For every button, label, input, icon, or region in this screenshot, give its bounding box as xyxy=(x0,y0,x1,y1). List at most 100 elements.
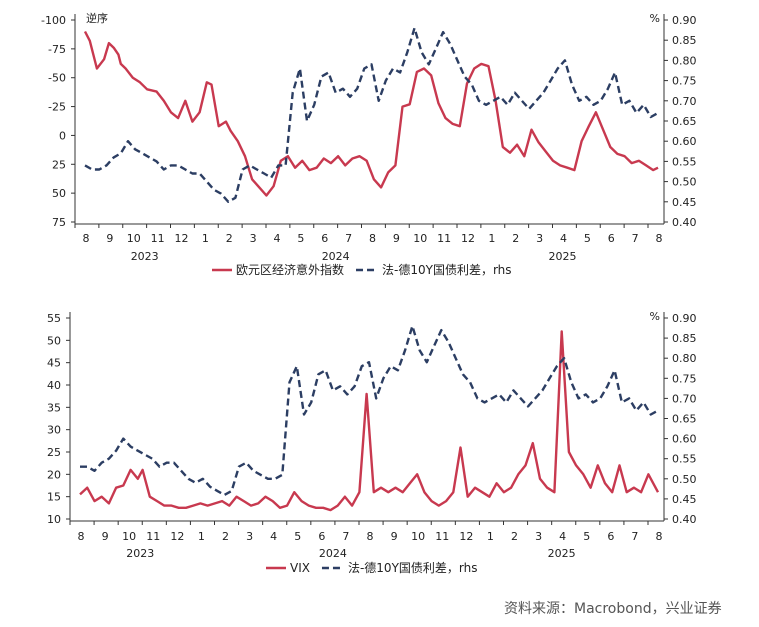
chart1-month-label: 3 xyxy=(536,232,543,245)
chart2-month-label: 11 xyxy=(146,530,160,543)
chart2-left-tick-label: 20 xyxy=(47,468,61,481)
chart1-month-label: 6 xyxy=(608,232,615,245)
chart2-year-label: 2023 xyxy=(126,547,154,560)
chart1-right-tick-label: 0.60 xyxy=(672,135,697,148)
chart1-left-tick-label: 0 xyxy=(59,129,66,142)
chart1-left-tick-label: 25 xyxy=(52,158,66,171)
chart1-year-label: 2023 xyxy=(131,250,159,263)
chart2-right-tick-label: 0.45 xyxy=(672,493,697,506)
chart2-month-label: 8 xyxy=(78,530,85,543)
chart2-left-tick-label: 40 xyxy=(47,379,61,392)
chart1-month-label: 12 xyxy=(461,232,475,245)
chart2-right-tick-label: 0.85 xyxy=(672,332,697,345)
chart2-left-tick-label: 15 xyxy=(47,491,61,504)
chart2-right-tick-label: 0.75 xyxy=(672,372,697,385)
chart1-left-tick-label: -100 xyxy=(41,14,66,27)
chart1-left-tick-label: -25 xyxy=(48,101,66,114)
chart2-series-main-line xyxy=(79,330,660,512)
chart2-left-tick-label: 55 xyxy=(47,312,61,325)
chart1-right-tick-label: 0.50 xyxy=(672,176,697,189)
chart1-month-label: 2 xyxy=(512,232,519,245)
chart2-month-label: 4 xyxy=(559,530,566,543)
chart1-month-label: 3 xyxy=(250,232,257,245)
chart2-month-label: 11 xyxy=(435,530,449,543)
chart1-month-label: 7 xyxy=(345,232,352,245)
chart1-legend-label-main: 欧元区经济意外指数 xyxy=(236,262,344,277)
chart2-right-tick-label: 0.70 xyxy=(672,392,697,405)
chart2-right-tick-label: 0.90 xyxy=(672,312,697,325)
chart2-right-axis-label: % xyxy=(650,310,660,323)
chart1-right-axis-label: % xyxy=(650,12,660,25)
chart1-right-tick-label: 0.75 xyxy=(672,75,697,88)
source-note: 资料来源：Macrobond，兴业证券 xyxy=(504,601,722,617)
chart1-month-label: 11 xyxy=(437,232,451,245)
chart2-month-label: 12 xyxy=(170,530,184,543)
chart2-right-tick-label: 0.60 xyxy=(672,433,697,446)
chart1-right-tick-label: 0.40 xyxy=(672,216,697,229)
chart2-left-tick-label: 35 xyxy=(47,401,61,414)
chart1-left-tick-label: 75 xyxy=(52,216,66,229)
chart1-month-label: 1 xyxy=(202,232,209,245)
chart2-month-label: 4 xyxy=(270,530,277,543)
chart1-month-label: 2 xyxy=(226,232,233,245)
chart1-month-label: 10 xyxy=(127,232,141,245)
chart2-month-label: 1 xyxy=(487,530,494,543)
chart2-month-label: 6 xyxy=(318,530,325,543)
chart1-month-label: 8 xyxy=(369,232,376,245)
chart1-left-tick-label: -75 xyxy=(48,43,66,56)
chart1-month-label: 8 xyxy=(656,232,663,245)
chart1-month-label: 6 xyxy=(321,232,328,245)
chart1-month-label: 5 xyxy=(584,232,591,245)
chart2-month-label: 12 xyxy=(459,530,473,543)
chart2-left-tick-label: 30 xyxy=(47,424,61,437)
chart2-month-label: 5 xyxy=(583,530,590,543)
chart1-series-spread-line xyxy=(84,26,659,204)
chart2-year-label: 2024 xyxy=(319,547,347,560)
chart2-left-tick-label: 25 xyxy=(47,446,61,459)
chart1-month-label: 9 xyxy=(106,232,113,245)
chart2-month-label: 3 xyxy=(535,530,542,543)
chart1-right-tick-label: 0.85 xyxy=(672,34,697,47)
chart1-month-label: 8 xyxy=(83,232,90,245)
chart2-month-label: 9 xyxy=(391,530,398,543)
chart2-month-label: 10 xyxy=(411,530,425,543)
chart2-month-label: 9 xyxy=(102,530,109,543)
chart2-legend-label-spread: 法-德10Y国债利差，rhs xyxy=(348,560,478,575)
chart1-month-label: 9 xyxy=(393,232,400,245)
chart1-month-label: 10 xyxy=(413,232,427,245)
chart2-left-tick-label: 45 xyxy=(47,357,61,370)
chart1-left-tick-label: 50 xyxy=(52,187,66,200)
chart2-right-tick-label: 0.55 xyxy=(672,453,697,466)
chart2-month-label: 6 xyxy=(607,530,614,543)
chart1-right-tick-label: 0.90 xyxy=(672,14,697,27)
chart1-right-tick-label: 0.65 xyxy=(672,115,697,128)
chart2-month-label: 7 xyxy=(342,530,349,543)
chart1-month-label: 7 xyxy=(632,232,639,245)
chart1-month-label: 4 xyxy=(560,232,567,245)
chart2-month-label: 10 xyxy=(122,530,136,543)
chart2-month-label: 2 xyxy=(511,530,518,543)
chart1-left-axis-label: 逆序 xyxy=(86,11,108,25)
chart2-right-tick-label: 0.50 xyxy=(672,473,697,486)
chart1-right-tick-label: 0.70 xyxy=(672,95,697,108)
chart1-month-label: 4 xyxy=(274,232,281,245)
chart2-month-label: 5 xyxy=(294,530,301,543)
chart2-right-tick-label: 0.65 xyxy=(672,413,697,426)
chart2-month-label: 3 xyxy=(246,530,253,543)
chart1-year-label: 2025 xyxy=(549,250,577,263)
chart1-right-tick-label: 0.80 xyxy=(672,54,697,67)
chart1-month-label: 12 xyxy=(175,232,189,245)
chart2-month-label: 7 xyxy=(631,530,638,543)
chart2-left-tick-label: 50 xyxy=(47,334,61,347)
chart1-left-tick-label: -50 xyxy=(48,72,66,85)
chart2-month-label: 8 xyxy=(656,530,663,543)
chart2-right-tick-label: 0.80 xyxy=(672,352,697,365)
chart2-month-label: 1 xyxy=(198,530,205,543)
chart2-month-label: 2 xyxy=(222,530,229,543)
chart1-month-label: 5 xyxy=(297,232,304,245)
chart1-series-main-line xyxy=(83,30,659,197)
chart1-month-label: 11 xyxy=(151,232,165,245)
chart1-legend-label-spread: 法-德10Y国债利差，rhs xyxy=(382,262,512,277)
chart2-month-label: 8 xyxy=(367,530,374,543)
